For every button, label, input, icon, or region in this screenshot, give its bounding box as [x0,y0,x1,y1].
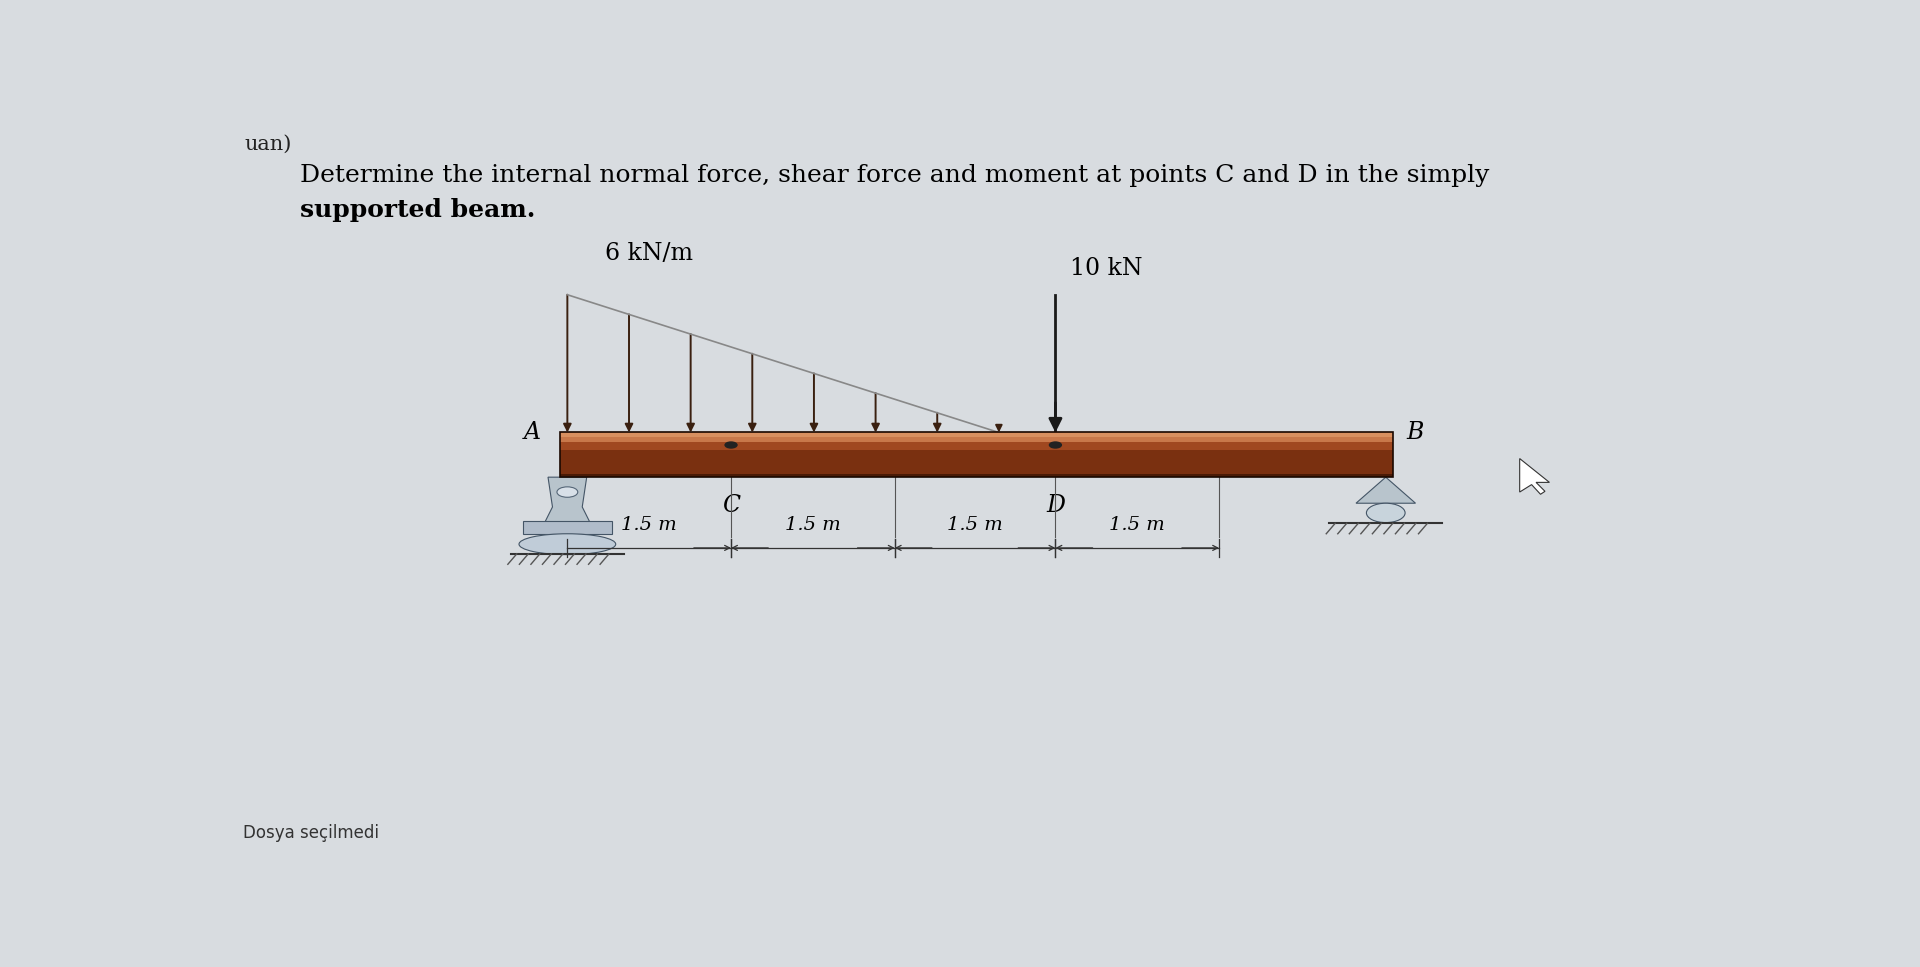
Text: B: B [1407,421,1425,444]
Text: 1.5 m: 1.5 m [947,516,1002,535]
Bar [522,521,612,535]
Circle shape [1050,442,1062,448]
Bar [561,436,1394,442]
Text: D: D [1046,494,1066,517]
Polygon shape [545,477,589,522]
Polygon shape [1356,477,1415,503]
Circle shape [1367,503,1405,522]
Text: Dosya seçilmedi: Dosya seçilmedi [244,824,378,842]
Text: C: C [722,494,739,517]
Text: 1.5 m: 1.5 m [785,516,841,535]
Text: uan): uan) [244,134,292,154]
Text: 6 kN/m: 6 kN/m [605,242,693,265]
Text: Determine the internal normal force, shear force and moment at points C and D in: Determine the internal normal force, she… [300,164,1488,188]
Bar [561,432,1394,437]
Text: 1.5 m: 1.5 m [1110,516,1165,535]
Text: 1.5 m: 1.5 m [622,516,678,535]
Text: 10 kN: 10 kN [1069,257,1142,279]
Bar [561,445,1394,474]
Circle shape [726,442,737,448]
Bar [561,432,1394,477]
Circle shape [557,486,578,497]
Polygon shape [1521,458,1549,494]
Bar [561,472,1394,477]
Text: A: A [524,421,541,444]
Ellipse shape [518,534,616,555]
Text: supported beam.: supported beam. [300,198,536,222]
Bar [561,441,1394,451]
